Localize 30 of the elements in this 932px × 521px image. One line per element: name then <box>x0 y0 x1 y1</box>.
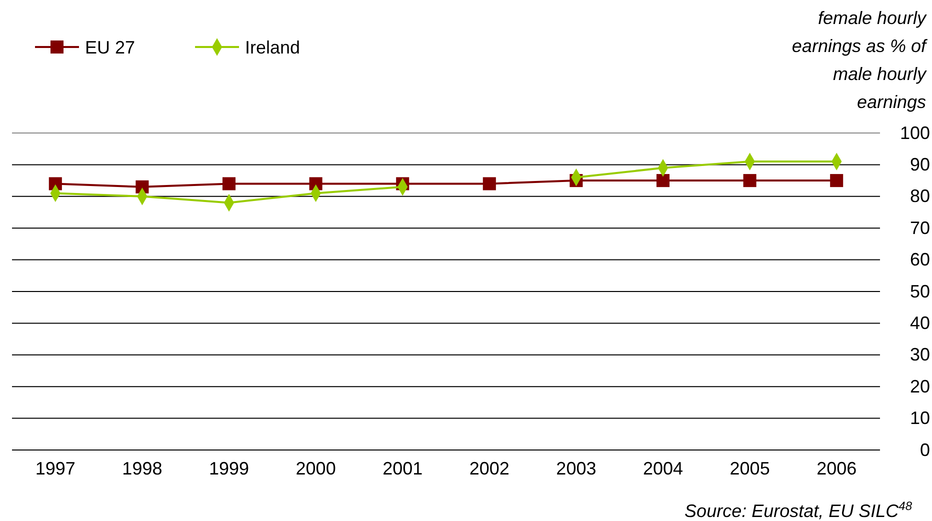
y-tick-label: 50 <box>910 281 930 302</box>
point <box>830 174 844 188</box>
x-tick-label: 1999 <box>208 458 250 479</box>
x-tick-label: 2003 <box>556 458 596 479</box>
y-tick-label: 90 <box>910 154 930 174</box>
y-tick-label: 0 <box>920 440 930 460</box>
source-note: Source: Eurostat, EU SILC$^{48}$ <box>684 499 912 521</box>
point <box>656 174 670 188</box>
legend-label: EU 27 <box>85 37 136 58</box>
x-tick-label: 2001 <box>382 458 423 479</box>
y-tick-label: 10 <box>910 408 930 428</box>
y-tick-label: 100 <box>900 122 930 143</box>
y-tick-label: 60 <box>910 250 930 270</box>
point <box>743 174 756 188</box>
x-tick-label: 2006 <box>816 458 857 479</box>
y-tick-label: 80 <box>910 186 930 206</box>
y-tick-label: 70 <box>910 218 930 238</box>
y-tick-label: 20 <box>910 376 930 396</box>
x-tick-label: 2005 <box>730 458 770 479</box>
y-axis-title: female hourly earnings as % of male hourly earnings <box>792 8 928 112</box>
legend-label: Ireland <box>245 37 300 58</box>
y-tick-label: 30 <box>910 344 930 365</box>
x-tick-label: 2004 <box>642 458 684 479</box>
x-tick-label: 2000 <box>296 458 336 479</box>
x-tick-label: 2002 <box>469 458 510 479</box>
y-tick-label: 40 <box>910 312 930 333</box>
point <box>222 177 236 190</box>
point <box>482 177 496 190</box>
x-tick-label: 1998 <box>122 458 162 479</box>
x-tick-label: 1997 <box>35 458 76 479</box>
